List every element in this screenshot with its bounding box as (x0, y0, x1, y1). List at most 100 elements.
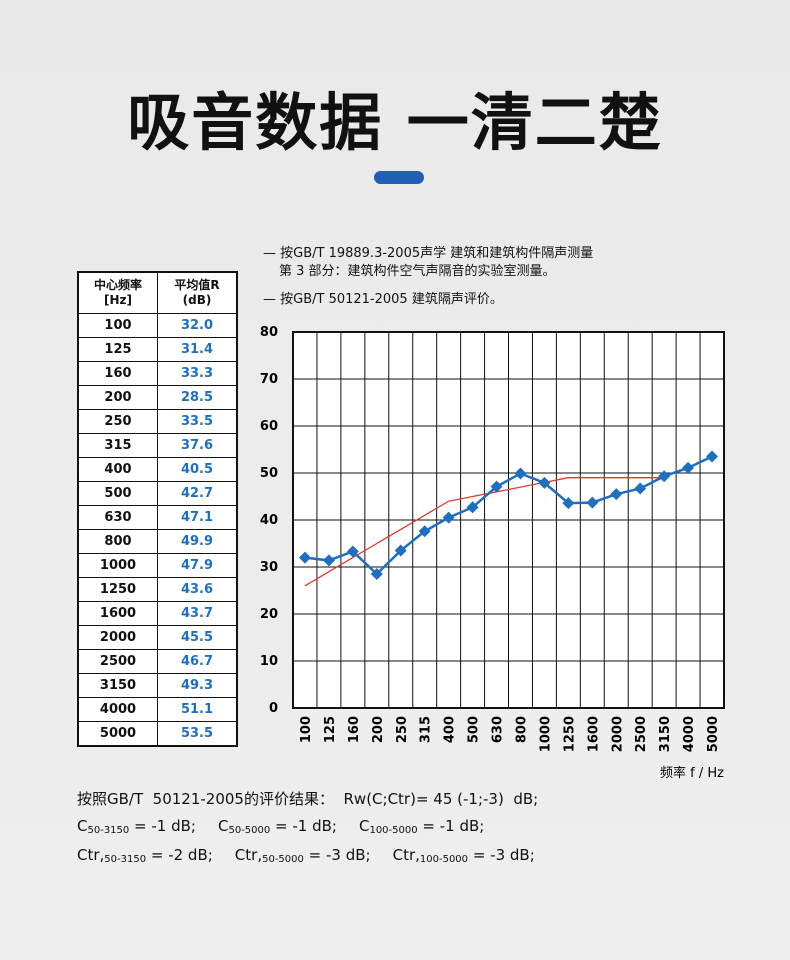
result-line: C50-3150 = -1 dB; C50-5000 = -1 dB; C100-5… (77, 817, 506, 836)
table-row: 1000 47.9 (77, 553, 238, 578)
column-header: 中心频率 [Hz] (77, 271, 158, 314)
x-tick-label: 315 (419, 716, 434, 743)
table-row: 5000 53.5 (77, 721, 238, 747)
data-point (298, 551, 311, 564)
table-row: 2500 46.7 (77, 649, 238, 674)
y-tick-label: 30 (260, 560, 278, 575)
x-tick-label: 400 (443, 716, 458, 743)
table-row: 160 33.3 (77, 361, 238, 386)
result-text: = -3 dB; (303, 846, 371, 864)
data-table: 中心频率 [Hz] 平均值R (dB) 100 32.0 125 31.4 160 33.3 2… (77, 271, 238, 747)
table-cell: 33.3 (157, 361, 238, 386)
table-cell: 45.5 (157, 625, 238, 650)
x-tick-label: 630 (491, 716, 506, 743)
x-tick-label: 500 (467, 716, 482, 743)
y-tick-label: 70 (260, 372, 278, 387)
data-point (514, 467, 527, 480)
y-tick-label: 80 (260, 325, 278, 340)
table-cell: 125 (77, 337, 158, 362)
data-point (346, 545, 359, 558)
symbol: C (77, 817, 88, 835)
subscript: 100-5000 (369, 825, 418, 836)
data-point (394, 544, 407, 557)
y-tick-label: 20 (260, 607, 278, 622)
y-tick-label: 0 (269, 701, 278, 716)
table-row: 100 32.0 (77, 313, 238, 338)
result-text: = -1 dB; (270, 817, 337, 835)
table-cell: 315 (77, 433, 158, 458)
symbol: C (217, 817, 229, 835)
data-point (370, 568, 383, 581)
data-point (322, 554, 335, 567)
table-cell: 160 (77, 361, 158, 386)
table-cell: 47.9 (157, 553, 238, 578)
symbol: C (358, 817, 370, 835)
symbol: Ctr, (392, 846, 420, 864)
data-point (706, 450, 719, 463)
table-cell: 33.5 (157, 409, 238, 434)
series-line (304, 477, 665, 587)
note: — 按GB/T 19889.3-2005声学 建筑和建筑构件隔声测量 (263, 246, 594, 261)
data-point (442, 511, 455, 524)
table-cell: 1250 (77, 577, 158, 602)
x-axis-label: 频率 f / Hz (660, 765, 724, 781)
x-tick-label: 1250 (562, 716, 577, 752)
subscript: 100-5000 (419, 854, 469, 865)
data-point (418, 525, 431, 538)
x-tick-label: 2000 (610, 716, 625, 752)
x-tick-label: 1600 (586, 716, 601, 752)
table-cell: 2000 (77, 625, 158, 650)
result-item: C50-5000 = -1 dB; (217, 817, 337, 836)
table-row: 500 42.7 (77, 481, 238, 506)
result-line: Ctr,50-3150 = -2 dB; Ctr,50-5000 = -3 dB;… (77, 846, 557, 865)
result-item: Ctr,50-3150 = -2 dB; (77, 846, 213, 865)
plot-frame (292, 331, 725, 709)
table-cell: 28.5 (157, 385, 238, 410)
table-row: 630 47.1 (77, 505, 238, 530)
y-tick-label: 40 (260, 513, 278, 528)
title: 吸音数据 一清二楚 (127, 86, 663, 159)
table-row: 125 31.4 (77, 337, 238, 362)
table-row: 250 33.5 (77, 409, 238, 434)
table-cell: 46.7 (157, 649, 238, 674)
table-cell: 500 (77, 481, 158, 506)
subscript: 50-3150 (104, 854, 147, 865)
subscript: 50-5000 (262, 854, 304, 865)
x-tick-label: 200 (371, 716, 386, 743)
data-point (610, 488, 623, 501)
x-tick-label: 3150 (658, 716, 673, 752)
x-tick-label: 2500 (634, 716, 649, 752)
x-tick-label: 160 (347, 716, 362, 743)
symbol: Ctr, (77, 846, 105, 864)
result-text: = -1 dB; (129, 817, 196, 835)
table-cell: 2500 (77, 649, 158, 674)
result-item: C100-5000 = -1 dB; (358, 817, 485, 836)
data-point (634, 482, 647, 495)
table-cell: 47.1 (157, 505, 238, 530)
table-row: 4000 51.1 (77, 697, 238, 722)
data-point (682, 461, 695, 474)
subscript: 50-5000 (228, 825, 271, 836)
symbol: Ctr, (234, 846, 263, 864)
note: — 按GB/T 50121-2005 建筑隔声评价。 (263, 292, 503, 307)
data-point (490, 480, 503, 493)
table-row: 315 37.6 (77, 433, 238, 458)
x-tick-label: 5000 (706, 716, 721, 752)
series-line (304, 455, 713, 576)
result-item: C50-3150 = -1 dB; (77, 817, 196, 836)
table-cell: 31.4 (157, 337, 238, 362)
y-tick-label: 60 (260, 419, 278, 434)
note: 第 3 部分：建筑构件空气声隔音的实验室测量。 (279, 264, 556, 279)
table-cell: 400 (77, 457, 158, 482)
x-tick-label: 4000 (682, 716, 697, 752)
result-text: = -1 dB; (417, 817, 485, 835)
data-point (658, 470, 671, 483)
result-item: Ctr,100-5000 = -3 dB; (392, 846, 535, 865)
data-point (466, 501, 479, 514)
result-line: 按照GB/T 50121-2005的评价结果： Rw(C;Ctr)= 45 (-… (77, 790, 539, 808)
table-cell: 49.3 (157, 673, 238, 698)
x-tick-label: 800 (514, 716, 529, 743)
table-cell: 5000 (77, 721, 158, 747)
data-point (562, 497, 575, 510)
